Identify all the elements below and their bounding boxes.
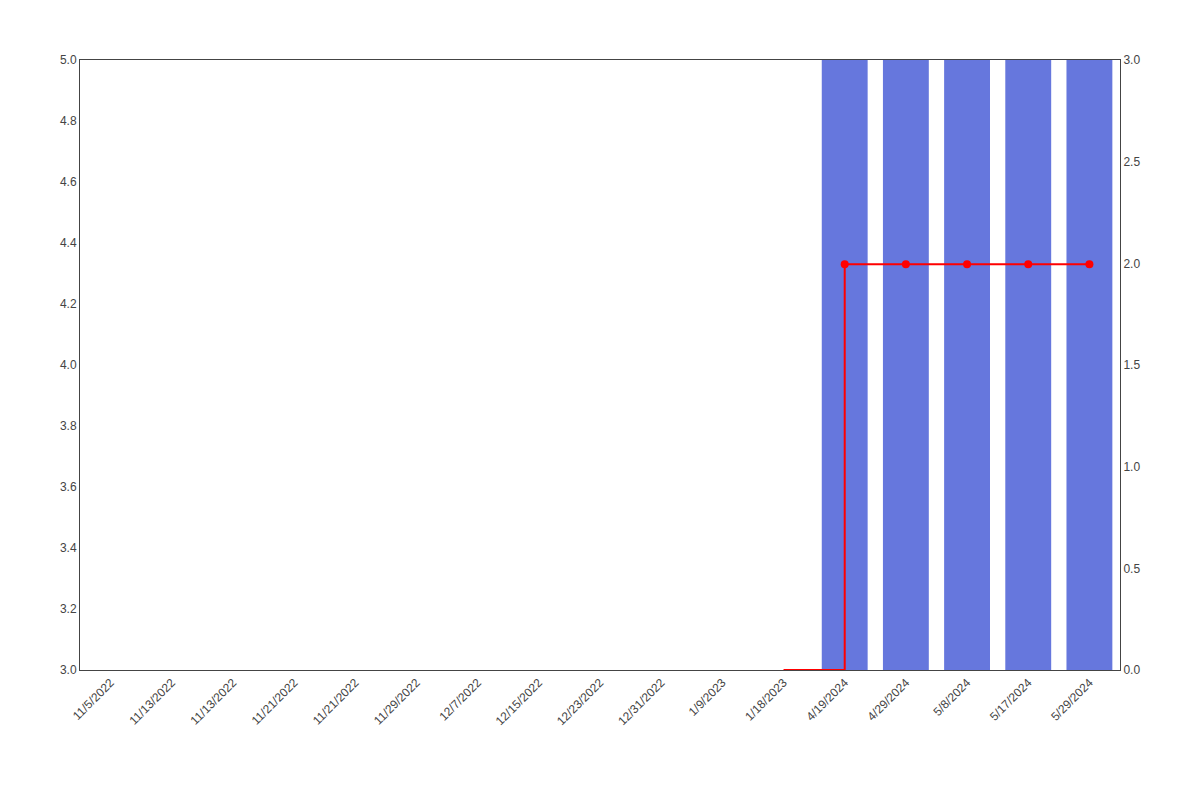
svg-text:3.2: 3.2 (60, 602, 77, 616)
svg-text:11/21/2022: 11/21/2022 (310, 676, 362, 728)
svg-text:3.0: 3.0 (60, 663, 77, 677)
svg-text:11/5/2022: 11/5/2022 (70, 676, 117, 723)
svg-text:12/15/2022: 12/15/2022 (493, 676, 546, 729)
svg-text:3.0: 3.0 (1123, 53, 1140, 67)
svg-text:4.8: 4.8 (60, 114, 77, 128)
svg-text:12/23/2022: 12/23/2022 (554, 676, 607, 729)
svg-text:12/7/2022: 12/7/2022 (436, 676, 484, 724)
svg-text:11/29/2022: 11/29/2022 (371, 676, 423, 728)
svg-text:3.8: 3.8 (60, 419, 77, 433)
svg-text:1.0: 1.0 (1123, 460, 1140, 474)
svg-text:1/18/2023: 1/18/2023 (742, 676, 790, 724)
svg-text:0.0: 0.0 (1123, 663, 1140, 677)
svg-text:4/19/2024: 4/19/2024 (803, 676, 851, 724)
svg-text:2.5: 2.5 (1123, 155, 1140, 169)
svg-text:5/8/2024: 5/8/2024 (930, 676, 973, 719)
svg-text:3.4: 3.4 (60, 541, 77, 555)
svg-text:4.2: 4.2 (60, 297, 77, 311)
svg-text:1/9/2023: 1/9/2023 (686, 676, 729, 719)
svg-text:4.6: 4.6 (60, 175, 77, 189)
svg-text:4/29/2024: 4/29/2024 (865, 676, 913, 724)
svg-text:0.5: 0.5 (1123, 562, 1140, 576)
svg-text:5/17/2024: 5/17/2024 (987, 676, 1035, 724)
svg-text:1.5: 1.5 (1123, 358, 1140, 372)
svg-text:5/29/2024: 5/29/2024 (1048, 676, 1096, 724)
svg-text:2.0: 2.0 (1123, 257, 1140, 271)
svg-text:5.0: 5.0 (60, 53, 77, 67)
svg-text:11/13/2022: 11/13/2022 (126, 676, 178, 728)
svg-text:11/13/2022: 11/13/2022 (188, 676, 240, 728)
svg-text:3.6: 3.6 (60, 480, 77, 494)
svg-text:4.4: 4.4 (60, 236, 77, 250)
svg-text:11/21/2022: 11/21/2022 (249, 676, 301, 728)
svg-text:4.0: 4.0 (60, 358, 77, 372)
svg-text:12/31/2022: 12/31/2022 (615, 676, 668, 729)
